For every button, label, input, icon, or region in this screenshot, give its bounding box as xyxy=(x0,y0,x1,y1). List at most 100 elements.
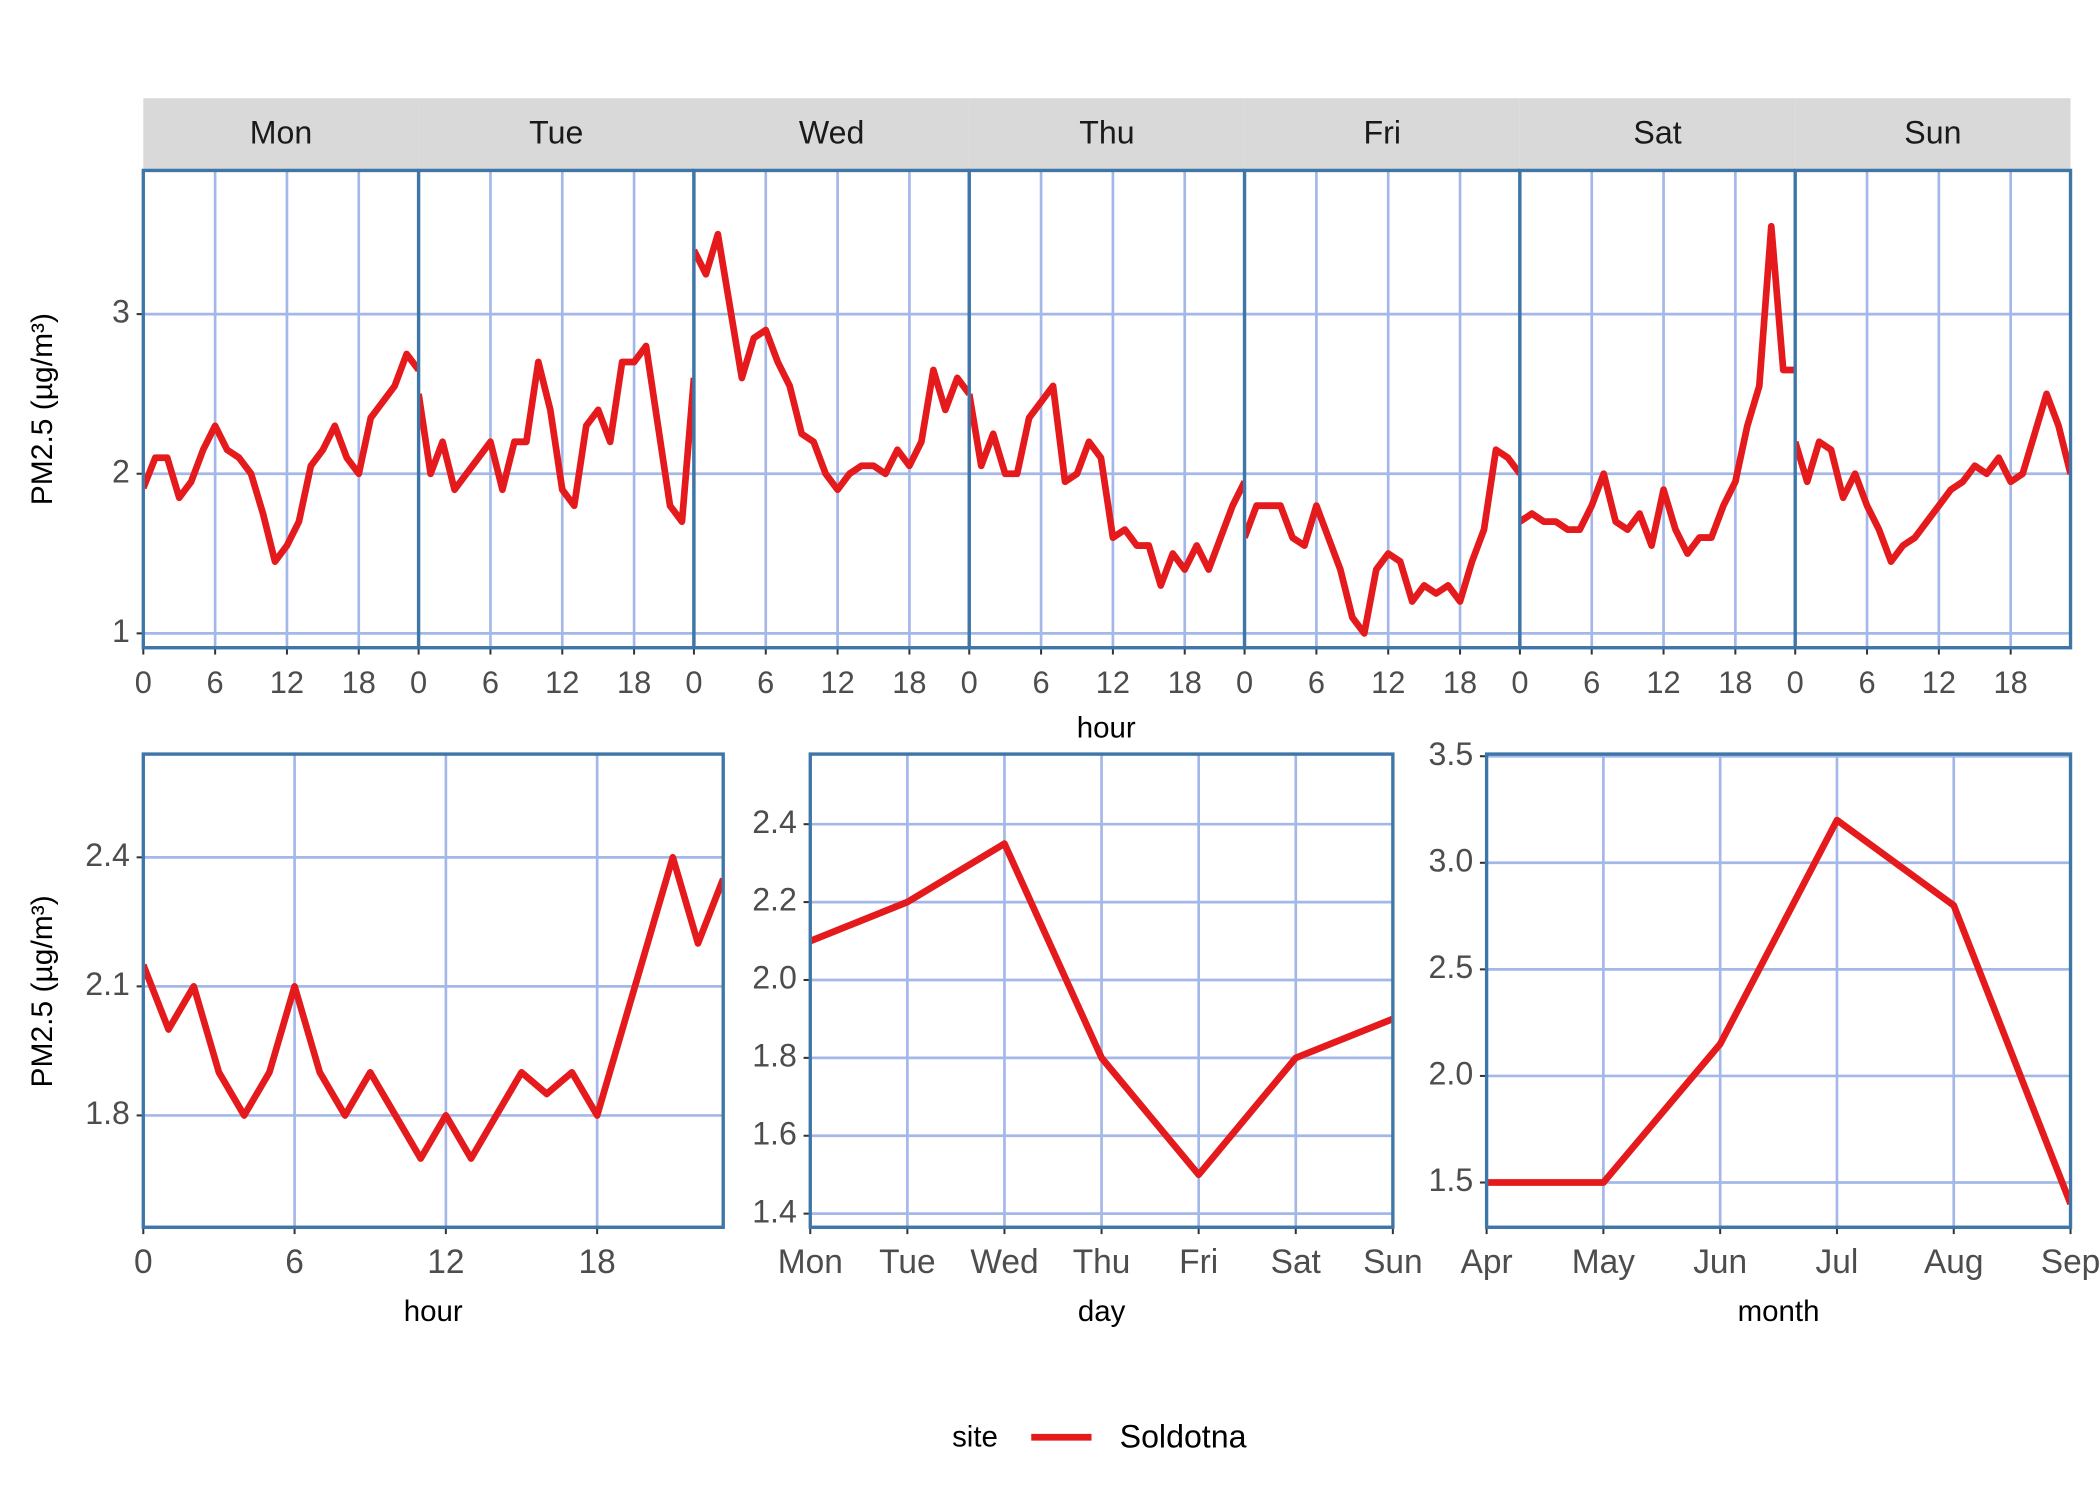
x-axis-title: day xyxy=(1078,1295,1126,1328)
panel-border xyxy=(1793,168,2073,650)
y-tick-label: 2.4 xyxy=(752,804,797,840)
facet-label: Mon xyxy=(250,114,313,150)
y-axis-title: PM2.5 (µg/m³) xyxy=(26,895,59,1087)
x-tick-label: 0 xyxy=(961,665,978,700)
y-tick-label: 2.0 xyxy=(752,959,797,995)
data-line xyxy=(1244,446,1520,637)
facet-strip xyxy=(1795,98,2071,171)
x-tick-label: 12 xyxy=(1371,665,1405,700)
panel-background xyxy=(693,170,970,648)
x-axis-title: month xyxy=(1738,1295,1820,1328)
panel-border xyxy=(808,752,1395,1229)
x-tick-label: Tue xyxy=(879,1243,935,1281)
y-tick-label: 1.5 xyxy=(1429,1162,1474,1198)
x-tick-label: 6 xyxy=(482,665,499,700)
x-tick-label: 0 xyxy=(410,665,427,700)
panel-background xyxy=(969,170,1245,648)
x-tick-label: 12 xyxy=(820,665,854,700)
y-tick-label: 3.0 xyxy=(1429,842,1474,878)
x-tick-label: 6 xyxy=(1033,665,1050,700)
x-tick-label: 6 xyxy=(285,1243,304,1281)
data-line xyxy=(143,853,724,1162)
data-line xyxy=(810,840,1393,1179)
y-axis-title: PM2.5 (µg/m³) xyxy=(26,313,59,505)
x-axis-title: hour xyxy=(404,1295,463,1328)
panel-background xyxy=(1244,170,1520,648)
facet-strip xyxy=(693,98,970,171)
y-tick-label: 3 xyxy=(112,293,130,329)
x-tick-label: 6 xyxy=(1308,665,1325,700)
x-tick-label: Sat xyxy=(1271,1243,1322,1281)
x-tick-label: 12 xyxy=(270,665,304,700)
x-tick-label: 0 xyxy=(1787,665,1804,700)
x-tick-label: Sun xyxy=(1363,1243,1423,1281)
y-tick-label: 3.5 xyxy=(1429,736,1474,772)
x-tick-label: 6 xyxy=(1858,665,1875,700)
data-line xyxy=(1486,816,2071,1206)
data-line xyxy=(143,350,419,565)
x-tick-label: 18 xyxy=(1443,665,1477,700)
x-tick-label: 6 xyxy=(757,665,774,700)
x-tick-label: Wed xyxy=(970,1243,1038,1281)
x-tick-label: 12 xyxy=(1922,665,1956,700)
y-tick-label: 2.5 xyxy=(1429,949,1474,985)
x-tick-label: Aug xyxy=(1924,1243,1984,1281)
data-line xyxy=(1519,222,1796,557)
x-tick-label: Mon xyxy=(778,1243,843,1281)
panel-background xyxy=(418,170,694,648)
y-tick-label: 2.4 xyxy=(85,837,130,873)
x-tick-label: 18 xyxy=(342,665,376,700)
x-tick-label: Fri xyxy=(1179,1243,1218,1281)
y-tick-label: 1 xyxy=(112,613,130,649)
x-axis-title: hour xyxy=(1077,711,1136,744)
facet-label: Thu xyxy=(1079,114,1134,150)
x-tick-label: 12 xyxy=(1096,665,1130,700)
facet-label: Tue xyxy=(529,114,583,150)
x-tick-label: 12 xyxy=(427,1243,464,1281)
data-line xyxy=(969,382,1245,589)
facet-label: Sun xyxy=(1904,114,1961,150)
panel-border xyxy=(1484,752,2073,1229)
facet-strip xyxy=(969,98,1245,171)
x-tick-label: 18 xyxy=(892,665,926,700)
x-tick-label: May xyxy=(1572,1243,1635,1281)
facet-label: Wed xyxy=(799,114,864,150)
x-tick-label: 18 xyxy=(1994,665,2028,700)
x-tick-label: 0 xyxy=(134,1243,153,1281)
panel-background xyxy=(143,170,419,648)
y-tick-label: 2.1 xyxy=(85,966,130,1002)
y-tick-label: 2.0 xyxy=(1429,1055,1474,1091)
panel-border xyxy=(141,752,725,1229)
y-tick-label: 1.8 xyxy=(85,1095,130,1131)
legend-label: Soldotna xyxy=(1120,1418,1248,1454)
x-tick-label: 18 xyxy=(1168,665,1202,700)
x-tick-label: 12 xyxy=(1646,665,1680,700)
y-tick-label: 1.4 xyxy=(752,1193,797,1229)
facet-strip xyxy=(143,98,419,171)
legend-title: site xyxy=(952,1420,998,1453)
facet-strip xyxy=(418,98,694,171)
y-tick-label: 2 xyxy=(112,453,130,489)
x-tick-label: 0 xyxy=(685,665,702,700)
x-tick-label: 18 xyxy=(617,665,651,700)
data-line xyxy=(1795,390,2071,565)
x-tick-label: Apr xyxy=(1461,1243,1513,1281)
panel-background xyxy=(143,754,724,1228)
x-tick-label: 0 xyxy=(135,665,152,700)
facet-label: Sat xyxy=(1633,114,1681,150)
x-tick-label: 0 xyxy=(1236,665,1253,700)
x-tick-label: Jun xyxy=(1693,1243,1747,1281)
x-tick-label: 6 xyxy=(207,665,224,700)
y-tick-label: 1.6 xyxy=(752,1115,797,1151)
panel-background xyxy=(1795,170,2071,648)
x-tick-label: Jul xyxy=(1816,1243,1859,1281)
facet-strip xyxy=(1244,98,1520,171)
y-tick-label: 1.8 xyxy=(752,1037,797,1073)
x-tick-label: 0 xyxy=(1511,665,1528,700)
x-tick-label: 18 xyxy=(1718,665,1752,700)
data-line xyxy=(418,342,694,526)
x-tick-label: 18 xyxy=(579,1243,616,1281)
x-tick-label: Thu xyxy=(1073,1243,1131,1281)
x-tick-label: Sep xyxy=(2041,1243,2100,1281)
